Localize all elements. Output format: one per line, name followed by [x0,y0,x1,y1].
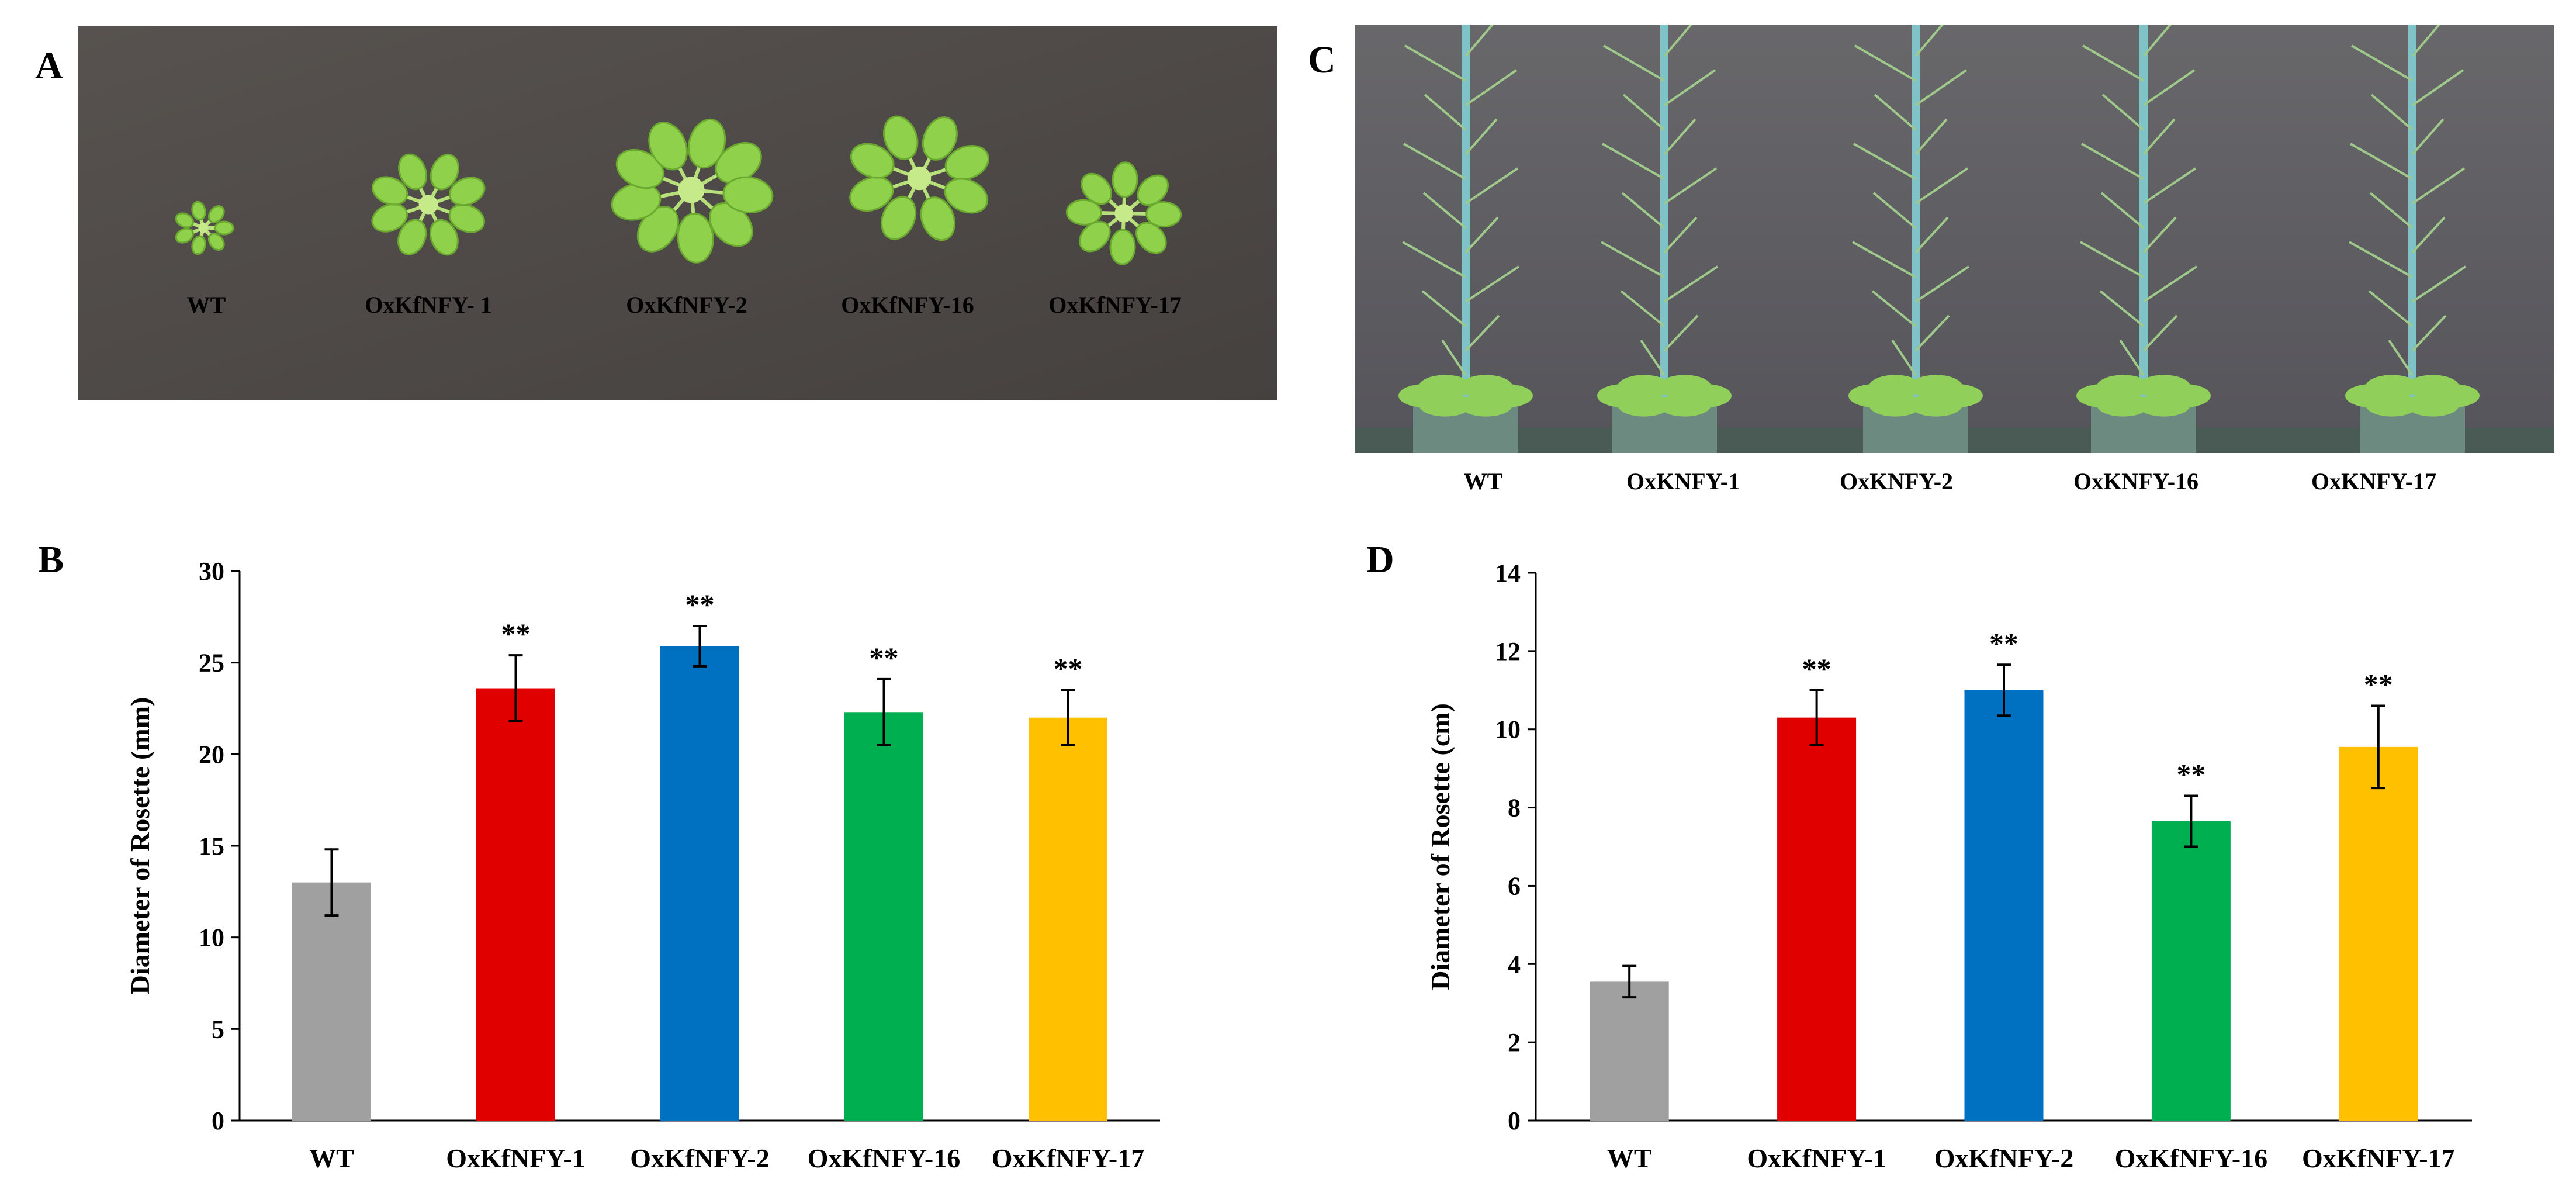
mature-plant-4 [2076,25,2211,453]
bar-oxkfnfy-16 [2151,821,2231,1121]
significance-marker: ** [501,617,531,650]
y-tick-label: 12 [1495,637,1521,666]
significance-marker: ** [2364,668,2393,701]
y-axis-label: Diameter of Rosette (mm) [125,697,155,995]
rosette-plant-5 [1065,161,1182,265]
y-tick-label: 0 [212,1106,224,1135]
error-bar [877,677,891,746]
rosette-plant-3 [611,118,774,264]
panel-label-a: A [35,44,63,87]
significance-marker: ** [1989,627,2018,659]
significance-marker: ** [685,588,715,621]
rosette-photo: WT OxKfNFY- 1 OxKfNFY-2 OxKfNFY-16 OxKfN… [78,26,1277,400]
x-tick-label: OxKfNFY-2 [1934,1143,2074,1173]
mature-plant-2 [1597,25,1732,453]
mature-plant-1 [1398,25,1533,453]
x-tick-label: OxKfNFY-17 [992,1143,1145,1173]
x-tick-label: OxKfNFY-16 [2115,1143,2268,1173]
bar-chart-b: 0 5 10 15 20 25 30 Diameter of Rosette (mm) WT **… [125,557,1160,1173]
label-c-oxknfy-2: OxKNFY-2 [1839,468,1954,495]
x-tick-label: WT [1607,1143,1652,1173]
bar-wt [1590,981,1669,1121]
y-tick-label: 20 [199,740,224,769]
significance-marker: ** [1054,652,1083,685]
x-tick-label: WT [309,1143,354,1173]
y-tick-label: 2 [1508,1028,1521,1057]
panel-label-d: D [1366,538,1394,581]
photo-label-oxkfnfy-2: OxKfNFY-2 [626,292,747,318]
y-tick-label: 10 [199,924,224,952]
y-tick-label: 25 [199,649,224,677]
label-c-oxknfy-1: OxKNFY-1 [1626,468,1740,495]
bar-oxkfnfy-2 [660,646,739,1121]
bar-oxkfnfy-2 [1964,690,2044,1121]
error-bar [2184,794,2198,848]
y-tick-label: 14 [1495,559,1521,587]
photo-label-wt: WT [187,292,226,318]
bar-oxkfnfy-17 [1029,717,1107,1121]
label-c-oxknfy-17: OxKNFY-17 [2311,468,2437,495]
y-tick-label: 0 [1508,1106,1521,1135]
x-tick-label: OxKfNFY-1 [446,1143,586,1173]
mature-plant-3 [1848,25,1983,453]
error-bar [1061,689,1075,746]
error-bar [693,625,707,668]
panel-label-c: C [1308,39,1336,81]
error-bar [324,848,339,917]
bar-wt [292,882,371,1121]
bar-chart-d: 0 2 4 6 8 10 12 14 Diameter of Rosette (cm) WT ** O… [1425,559,2472,1173]
significance-marker: ** [2176,758,2205,790]
x-tick-label: OxKfNFY-16 [808,1143,961,1173]
error-bar [1997,663,2011,717]
label-c-wt: WT [1463,468,1503,495]
mature-plant-5 [2345,25,2480,453]
significance-marker: ** [1802,652,1831,685]
panel-label-b: B [38,538,64,581]
y-tick-label: 6 [1508,872,1521,900]
y-tick-label: 4 [1508,950,1521,978]
label-c-oxknfy-16: OxKNFY-16 [2073,468,2199,495]
error-bar [2371,704,2385,790]
mature-plant-photo [1355,25,2554,453]
rosette-plant-1 [175,200,234,255]
x-tick-label: OxKfNFY-17 [2302,1143,2455,1173]
photo-panel-a: WT OxKfNFY- 1 OxKfNFY-2 OxKfNFY-16 OxKfN… [78,26,1277,400]
error-bar [1809,689,1824,746]
y-tick-label: 30 [199,557,224,586]
x-tick-label: OxKfNFY-1 [1747,1143,1886,1173]
y-tick-label: 15 [199,832,224,860]
photo-label-oxkfnfy-16: OxKfNFY-16 [841,292,974,318]
bar-oxkfnfy-1 [476,688,555,1121]
y-tick-label: 10 [1495,715,1521,744]
error-bar [508,654,523,722]
y-axis-label: Diameter of Rosette (cm) [1425,703,1455,990]
photo-label-oxkfnfy-17: OxKfNFY-17 [1048,292,1181,318]
significance-marker: ** [870,641,899,674]
bar-oxkfnfy-1 [1777,717,1857,1121]
rosette-plant-4 [849,115,989,241]
rosette-plant-2 [371,153,486,256]
bar-oxkfnfy-16 [844,712,923,1121]
error-bar [1622,964,1637,999]
y-tick-label: 8 [1508,794,1521,822]
y-tick-label: 5 [212,1015,224,1043]
photo-label-oxkfnfy-1: OxKfNFY- 1 [365,292,491,318]
x-tick-label: OxKfNFY-2 [630,1143,770,1173]
photo-panel-c [1355,25,2554,453]
bar-oxkfnfy-17 [2339,746,2418,1121]
